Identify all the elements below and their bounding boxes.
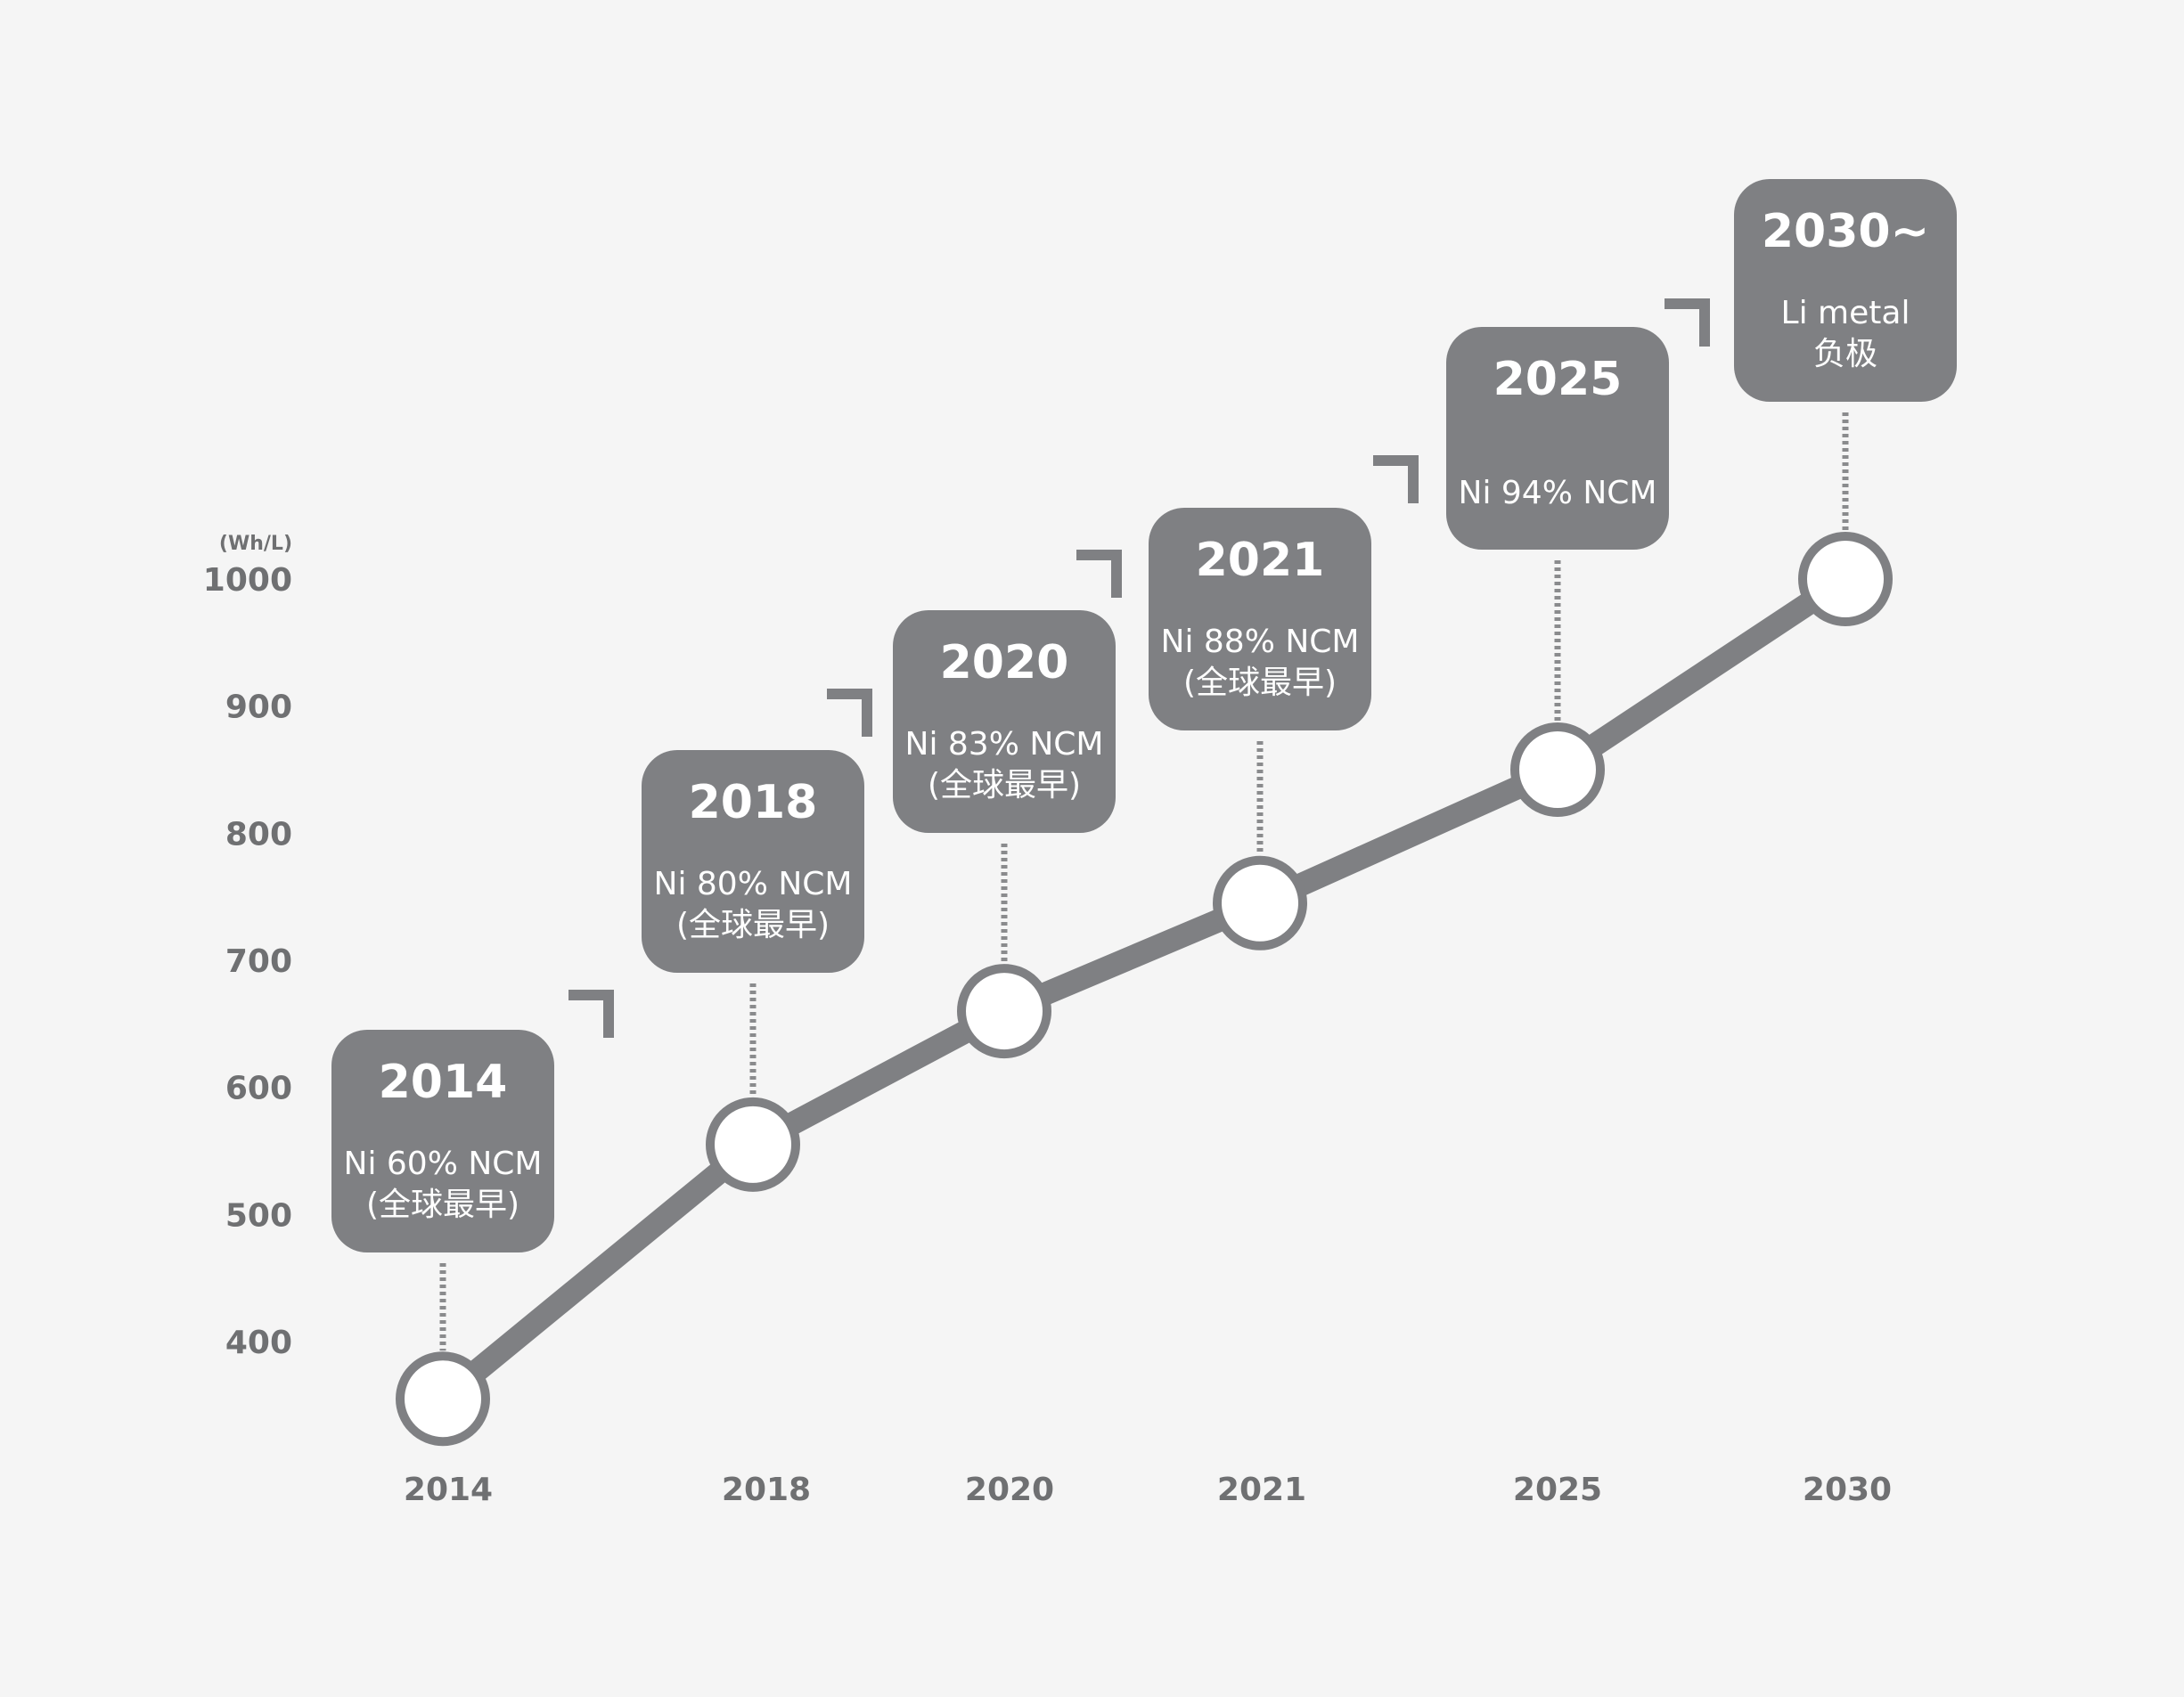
data-point-marker [1510, 722, 1605, 817]
milestone-description: Ni 60% NCM [344, 1146, 543, 1182]
milestone-description: (全球最早) [676, 907, 830, 943]
milestone-year: 2021 [1196, 534, 1325, 587]
y-tick-label: 600 [225, 1071, 292, 1107]
corner-arrow-icon [568, 990, 614, 1038]
corner-arrow-icon [1665, 298, 1710, 347]
x-tick-label: 2021 [1217, 1472, 1306, 1508]
y-tick-label: 800 [225, 816, 292, 853]
milestone-box: 2020 Ni 83% NCM (全球最早) [893, 610, 1116, 833]
data-point-marker [1798, 532, 1893, 626]
series-line-group [431, 567, 1857, 1411]
x-axis: 2014 2018 2020 2021 2025 2030 [404, 1472, 1892, 1508]
milestone-year: 2030~ [1762, 205, 1929, 258]
series-line [431, 567, 1857, 1411]
milestone-description: Ni 94% NCM [1459, 475, 1657, 511]
milestone-description: 负极 [1813, 336, 1877, 372]
corner-arrow-icon [827, 689, 872, 737]
milestone-box-bg [642, 750, 864, 973]
milestone-box: 2030~ Li metal 负极 [1734, 179, 1957, 402]
milestone-year: 2018 [689, 776, 818, 829]
milestone-box: 2021 Ni 88% NCM (全球最早) [1149, 508, 1371, 730]
corner-arrows [568, 298, 1710, 1038]
milestone-description: (全球最早) [1183, 665, 1337, 701]
milestone-year: 2025 [1493, 353, 1623, 406]
milestone-box-bg [893, 610, 1116, 833]
connectors [439, 412, 1849, 1351]
data-point-marker [957, 964, 1051, 1059]
milestone-year: 2014 [379, 1056, 508, 1109]
corner-arrow-icon [1076, 550, 1122, 598]
data-point-marker [1213, 855, 1307, 950]
y-axis: 1000 900 800 700 600 500 400 [203, 562, 292, 1361]
markers [396, 532, 1893, 1447]
milestone-box-bg [1149, 508, 1371, 730]
milestone-box: 2014 Ni 60% NCM (全球最早) [331, 1030, 554, 1252]
milestone-description: Ni 80% NCM [654, 866, 853, 902]
data-point-marker [706, 1097, 800, 1192]
milestone-box: 2025 Ni 94% NCM [1446, 327, 1669, 550]
milestone-description: (全球最早) [366, 1187, 519, 1223]
x-tick-label: 2030 [1803, 1472, 1892, 1508]
x-tick-label: 2025 [1513, 1472, 1602, 1508]
milestone-box-bg [1446, 327, 1669, 550]
data-point-marker [396, 1351, 490, 1447]
y-tick-label: 500 [225, 1197, 292, 1234]
milestone-description: Ni 88% NCM [1161, 624, 1360, 660]
milestone-year: 2020 [940, 636, 1069, 689]
milestone-box-bg [331, 1030, 554, 1252]
milestone-description: (全球最早) [928, 767, 1081, 804]
y-tick-label: 1000 [203, 562, 292, 599]
y-tick-label: 900 [225, 689, 292, 726]
milestone-box: 2018 Ni 80% NCM (全球最早) [642, 750, 864, 973]
corner-arrow-icon [1373, 455, 1419, 503]
unit-label: (Wh/L) [219, 533, 292, 555]
x-tick-label: 2018 [722, 1472, 811, 1508]
y-tick-label: 700 [225, 943, 292, 980]
milestone-description: Li metal [1781, 295, 1910, 331]
y-tick-label: 400 [225, 1325, 292, 1361]
milestone-boxes: 2014 Ni 60% NCM (全球最早) 2018 Ni 80% NCM (全球最早)… [331, 179, 1957, 1252]
x-tick-label: 2020 [965, 1472, 1054, 1508]
milestone-box-bg [1734, 179, 1957, 402]
x-tick-label: 2014 [404, 1472, 493, 1508]
milestone-description: Ni 83% NCM [905, 726, 1104, 763]
